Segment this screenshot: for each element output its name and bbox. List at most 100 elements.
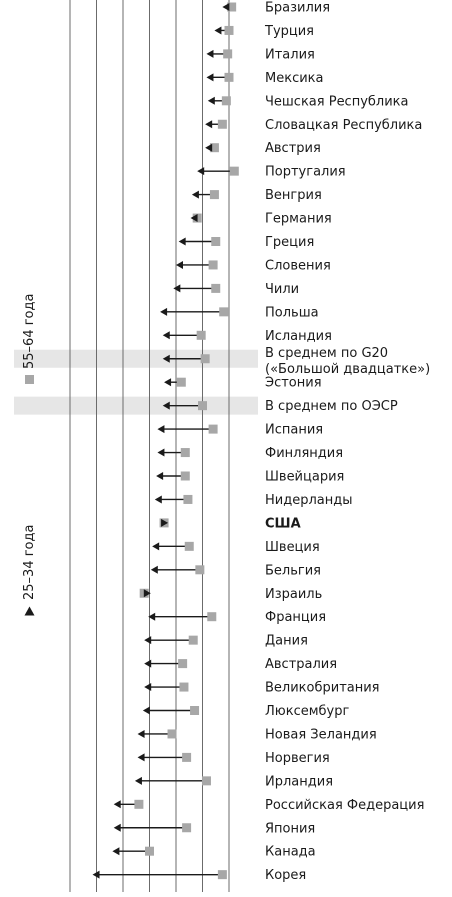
category-label: Греция <box>265 235 314 250</box>
category-label: Турция <box>264 24 314 39</box>
marker-55-64 <box>190 706 200 715</box>
legend-younger-label: 25–34 года <box>22 524 37 600</box>
category-label-line2: («Большой двадцатке») <box>265 362 430 377</box>
arrowhead-25-34 <box>113 800 121 809</box>
category-label: Бельгия <box>265 563 321 578</box>
marker-55-64 <box>134 799 144 809</box>
marker-55-64 <box>208 424 218 434</box>
marker-55-64 <box>227 2 237 12</box>
category-label: Австралия <box>265 657 337 672</box>
marker-55-64 <box>211 237 221 246</box>
marker-55-64 <box>217 119 227 129</box>
arrowhead-25-34 <box>148 612 156 621</box>
marker-55-64 <box>201 776 211 786</box>
marker-55-64 <box>182 823 192 833</box>
arrowhead-25-34 <box>152 542 160 551</box>
arrowhead-25-34 <box>191 190 199 199</box>
category-label: Словацкая Республика <box>265 118 422 133</box>
arrowhead-25-34 <box>222 3 230 11</box>
arrowhead-25-34 <box>144 636 152 645</box>
legend-younger: 25–34 года <box>22 525 37 616</box>
category-label: Эстония <box>265 376 322 391</box>
category-label: В среднем по ОЭСР <box>265 399 398 414</box>
marker-55-64 <box>145 846 154 856</box>
category-label: Япония <box>265 821 315 836</box>
arrowhead-25-34 <box>142 706 150 715</box>
marker-55-64 <box>209 190 219 200</box>
highlight-band <box>14 396 258 415</box>
arrowhead-25-34 <box>197 167 205 176</box>
arrowhead-25-34 <box>178 237 186 246</box>
marker-55-64 <box>229 166 239 176</box>
marker-55-64 <box>180 448 190 458</box>
category-label: Франция <box>265 610 326 625</box>
marker-55-64 <box>198 401 207 411</box>
category-label: Новая Зеландия <box>265 727 377 742</box>
arrowhead-25-34 <box>157 425 165 434</box>
arrowhead-25-34 <box>176 260 183 269</box>
category-label: Дания <box>265 634 308 649</box>
marker-55-64 <box>184 541 194 551</box>
arrowhead-25-34 <box>205 120 213 129</box>
category-label: Российская Федерация <box>265 798 424 813</box>
arrowhead-25-34 <box>92 870 100 879</box>
category-label: Корея <box>265 868 306 883</box>
category-label: Швейцария <box>265 470 344 485</box>
category-label: Мексика <box>265 71 323 86</box>
arrowhead-25-34 <box>157 448 165 457</box>
arrowhead-25-34 <box>173 284 181 293</box>
category-label: Великобритания <box>265 681 380 696</box>
marker-55-64 <box>221 96 231 106</box>
category-label: Словения <box>265 258 331 273</box>
marker-55-64 <box>224 25 234 35</box>
arrowhead-25-34 <box>162 331 170 340</box>
category-label: Португалия <box>265 165 346 180</box>
arrowhead-25-34 <box>134 776 142 785</box>
arrowhead-25-34 <box>161 518 169 527</box>
arrowhead-25-34 <box>160 307 168 316</box>
category-label: Люксембург <box>265 704 349 719</box>
marker-55-64 <box>223 49 233 59</box>
marker-55-64 <box>207 612 217 622</box>
marker-55-64 <box>195 565 205 575</box>
arrowhead-25-34 <box>144 683 152 692</box>
arrowhead-25-34 <box>154 495 162 504</box>
arrowhead-25-34 <box>205 143 213 152</box>
category-label: Швеция <box>265 540 320 555</box>
category-label: Польша <box>265 305 319 320</box>
legend-triangle-marker <box>24 606 35 616</box>
arrowhead-25-34 <box>162 401 170 410</box>
arrowhead-25-34 <box>137 753 145 762</box>
legend-square-marker <box>25 375 34 384</box>
arrowhead-25-34 <box>144 659 152 668</box>
arrowhead-25-34 <box>113 823 121 832</box>
category-label: Канада <box>265 845 316 860</box>
marker-55-64 <box>196 330 206 340</box>
arrowhead-25-34 <box>137 729 145 738</box>
marker-55-64 <box>209 143 219 153</box>
arrowhead-25-34 <box>162 354 170 363</box>
arrowhead-25-34 <box>150 565 158 574</box>
marker-55-64 <box>167 729 177 739</box>
arrowhead-25-34 <box>207 96 215 105</box>
marker-55-64 <box>180 471 190 481</box>
marker-55-64 <box>224 72 234 82</box>
category-label: Венгрия <box>265 188 322 203</box>
arrowhead-25-34 <box>112 847 120 856</box>
marker-55-64 <box>182 752 192 762</box>
marker-55-64 <box>208 260 218 270</box>
arrowhead-25-34 <box>206 49 214 58</box>
marker-55-64 <box>176 377 186 387</box>
category-label: Финляндия <box>265 446 343 461</box>
marker-55-64 <box>188 635 198 645</box>
category-label: Италия <box>265 47 315 62</box>
category-label: Израиль <box>265 587 322 602</box>
arrowhead-25-34 <box>164 378 172 387</box>
marker-55-64 <box>211 283 221 293</box>
marker-55-64 <box>179 682 189 692</box>
category-label: Германия <box>265 212 332 227</box>
legend-older: 55–64 года <box>22 294 37 384</box>
category-label: США <box>265 516 301 531</box>
category-label: В среднем по G20 <box>265 346 388 361</box>
